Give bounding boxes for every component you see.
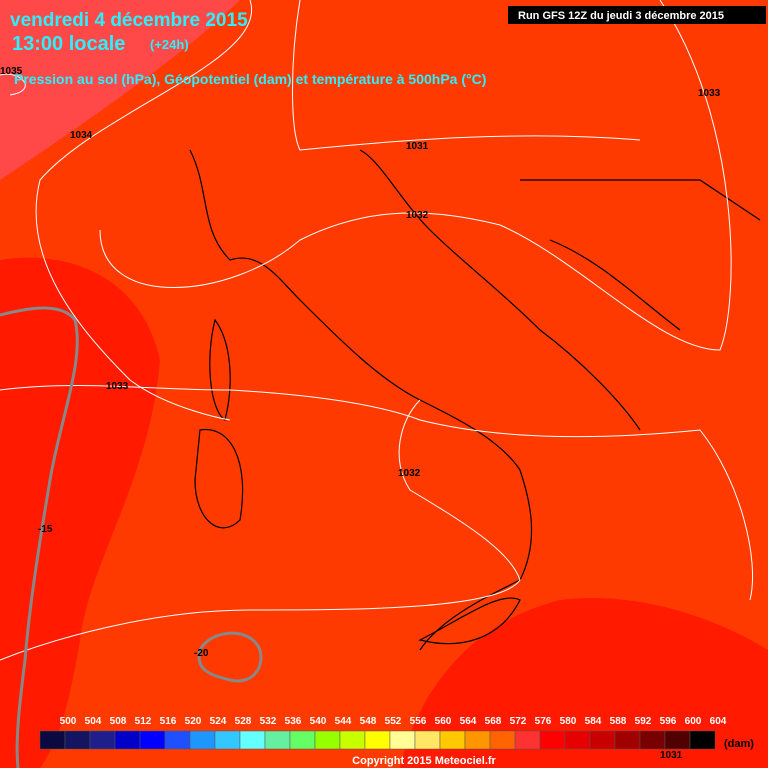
legend-swatch: [639, 730, 666, 750]
legend-value: 536: [285, 716, 302, 727]
legend-value: 524: [210, 716, 227, 727]
legend-value: 528: [235, 716, 252, 727]
legend-value: 504: [85, 716, 102, 727]
cold-zone: [400, 598, 768, 768]
subtitle: Pression au sol (hPa), Géopotentiel (dam…: [14, 71, 486, 87]
legend-value: 540: [310, 716, 327, 727]
legend-swatch: [414, 730, 441, 750]
legend-value: 568: [485, 716, 502, 727]
legend-swatch: [489, 730, 516, 750]
time-title: 13:00 locale: [12, 33, 125, 55]
legend-value: 592: [635, 716, 652, 727]
warm-zone: [0, 0, 240, 180]
cold-zone: [0, 257, 160, 768]
legend-value: 556: [410, 716, 427, 727]
legend-swatch: [289, 730, 316, 750]
isotherm-label: -15: [38, 524, 53, 535]
isobar-lines: [0, 0, 753, 661]
legend-value: 508: [110, 716, 127, 727]
isobar-label: 1035: [0, 66, 23, 77]
legend-swatch: [239, 730, 266, 750]
legend-value: 552: [385, 716, 402, 727]
legend-value: 520: [185, 716, 202, 727]
legend-swatch: [389, 730, 416, 750]
legend-swatch: [614, 730, 641, 750]
legend-swatch: [339, 730, 366, 750]
legend-value: 588: [610, 716, 627, 727]
legend-value: 516: [160, 716, 177, 727]
legend-swatch: [189, 730, 216, 750]
isobar-label: 1033: [698, 88, 721, 99]
legend-swatch: [514, 730, 541, 750]
legend-swatch: [689, 730, 716, 750]
legend-value: 600: [685, 716, 702, 727]
legend-swatch: [564, 730, 591, 750]
isotherm-label: -20: [194, 648, 209, 659]
legend-value: 500: [60, 716, 77, 727]
legend-swatch: [589, 730, 616, 750]
legend-value: 596: [660, 716, 677, 727]
legend-value: 548: [360, 716, 377, 727]
legend-value: 512: [135, 716, 152, 727]
isobar-label: 1032: [406, 210, 429, 221]
run-box: [508, 6, 766, 24]
isotherm-lines: [0, 306, 263, 769]
isobar-label: 1034: [70, 130, 93, 141]
legend-value: 572: [510, 716, 527, 727]
isobar-label: 1031: [406, 141, 429, 152]
legend-swatch: [39, 730, 66, 750]
legend-swatch: [364, 730, 391, 750]
legend-swatch: [314, 730, 341, 750]
legend-swatch: [64, 730, 91, 750]
legend-swatch: [664, 730, 691, 750]
isobar-label: 1032: [398, 468, 421, 479]
legend-value: 584: [585, 716, 602, 727]
legend-value: 544: [335, 716, 352, 727]
legend-value: 604: [710, 716, 727, 727]
legend-swatch: [464, 730, 491, 750]
lead-time: (+24h): [150, 37, 189, 52]
legend-swatch: [139, 730, 166, 750]
copyright: Copyright 2015 Meteociel.fr: [352, 755, 496, 767]
legend-unit: (dam): [724, 738, 754, 750]
legend-value: 564: [460, 716, 477, 727]
legend-swatch: [114, 730, 141, 750]
legend-swatch: [264, 730, 291, 750]
legend-value: 580: [560, 716, 577, 727]
date-title: vendredi 4 décembre 2015: [10, 10, 248, 31]
legend-swatch: [164, 730, 191, 750]
legend-value: 560: [435, 716, 452, 727]
legend-swatch: [439, 730, 466, 750]
run-label: Run GFS 12Z du jeudi 3 décembre 2015: [518, 10, 724, 22]
legend-value: 532: [260, 716, 277, 727]
legend-swatch: [214, 730, 241, 750]
legend-swatch: [89, 730, 116, 750]
legend-swatch: [539, 730, 566, 750]
isobar-label: 1033: [106, 381, 129, 392]
isobar-label: 1031: [660, 750, 683, 761]
legend-value: 576: [535, 716, 552, 727]
